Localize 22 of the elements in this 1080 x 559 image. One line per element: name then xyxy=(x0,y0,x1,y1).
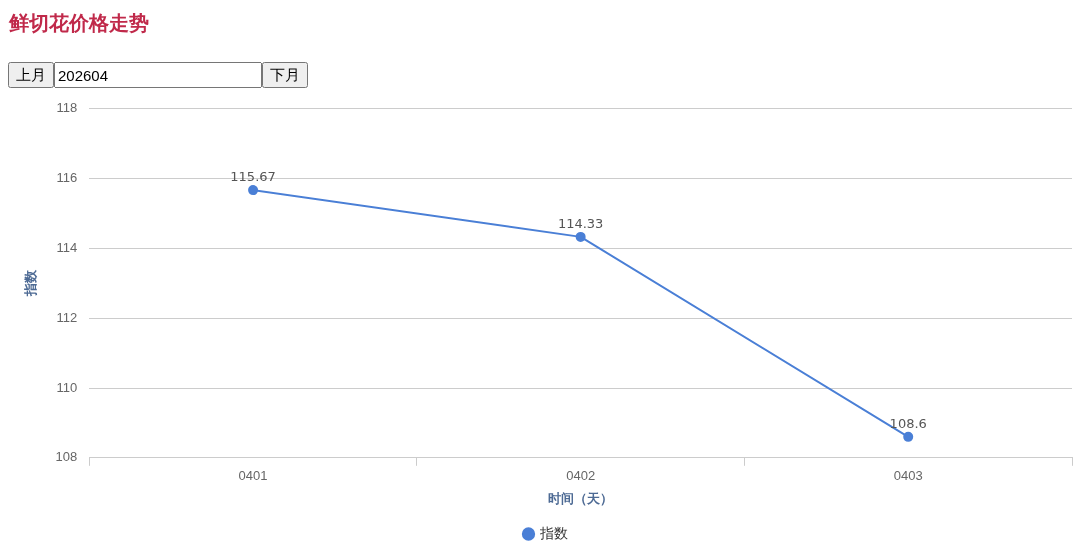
y-tick-label: 110 xyxy=(56,379,78,395)
y-tick-label: 114 xyxy=(56,239,78,255)
x-tick-label: 0403 xyxy=(893,468,923,484)
data-label: 108.6 xyxy=(889,415,927,431)
y-tick-label: 118 xyxy=(56,100,78,116)
x-axis-title: 时间（天） xyxy=(548,490,614,506)
x-tick-label: 0402 xyxy=(566,468,596,484)
point xyxy=(903,431,914,442)
month-field: 202604 xyxy=(54,62,262,88)
y-tick-label: 112 xyxy=(56,309,78,325)
data-label: 114.33 xyxy=(557,215,604,231)
point xyxy=(575,231,586,242)
y-axis-title: 指数 xyxy=(23,269,39,298)
data-label: 115.67 xyxy=(230,168,276,184)
point xyxy=(248,185,259,196)
next-button: 下月 xyxy=(262,62,308,88)
y-tick-label: 108 xyxy=(55,449,78,465)
y-tick-label: 116 xyxy=(56,170,78,186)
x-tick-label: 0401 xyxy=(238,468,268,484)
legend-label: 指数 xyxy=(538,524,568,541)
chart-title: 鲜切花价格走势 xyxy=(9,10,149,37)
previous-button: 上月 xyxy=(8,62,54,88)
